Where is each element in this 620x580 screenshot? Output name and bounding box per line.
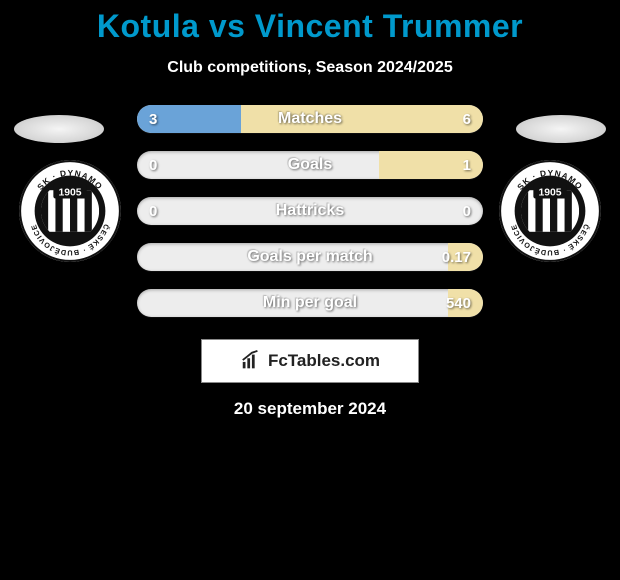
stat-label: Hattricks — [137, 197, 483, 225]
left-club-badge: SK · DYNAMO ČESKÉ · BUDĚJOVICE 1905 — [18, 159, 122, 263]
page-title: Kotula vs Vincent Trummer — [0, 0, 620, 45]
subtitle: Club competitions, Season 2024/2025 — [0, 59, 620, 77]
chart-icon — [240, 350, 262, 372]
stat-bar: 00Hattricks — [137, 197, 483, 225]
stat-bars: 36Matches 01Goals 00Hattricks 0.17Goals per… — [137, 105, 483, 317]
right-club-badge: SK · DYNAMO ČESKÉ · BUDĚJOVICE 1905 — [498, 159, 602, 263]
left-badge-year: 1905 — [58, 187, 81, 198]
right-badge-year: 1905 — [538, 187, 561, 198]
brand-text: FcTables.com — [268, 351, 380, 371]
brand-suffix: .com — [340, 351, 380, 370]
stat-bar: 01Goals — [137, 151, 483, 179]
date-text: 20 september 2024 — [0, 399, 620, 419]
stat-label: Matches — [137, 105, 483, 133]
stat-bar: 36Matches — [137, 105, 483, 133]
brand-name: FcTables — [268, 351, 340, 370]
left-flag — [14, 115, 104, 143]
stat-label: Goals per match — [137, 243, 483, 271]
brand-box: FcTables.com — [201, 339, 419, 383]
stat-label: Min per goal — [137, 289, 483, 317]
right-flag — [516, 115, 606, 143]
stat-bar: 540Min per goal — [137, 289, 483, 317]
stat-bar: 0.17Goals per match — [137, 243, 483, 271]
comparison-panel: SK · DYNAMO ČESKÉ · BUDĚJOVICE 1905 — [0, 105, 620, 419]
stat-label: Goals — [137, 151, 483, 179]
